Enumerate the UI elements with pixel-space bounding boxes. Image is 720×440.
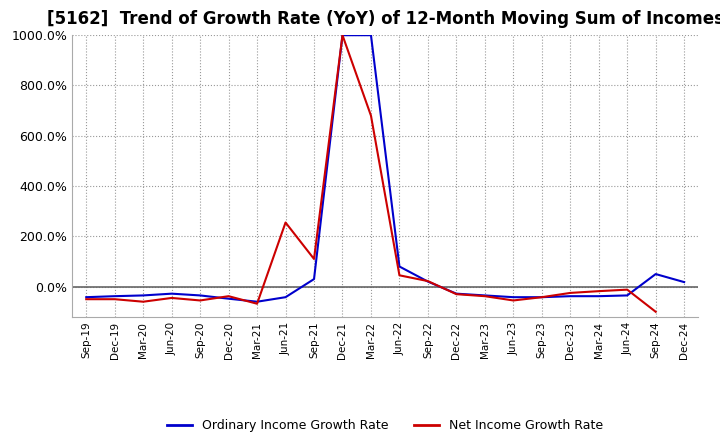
Legend: Ordinary Income Growth Rate, Net Income Growth Rate: Ordinary Income Growth Rate, Net Income …: [163, 414, 608, 437]
Title: [5162]  Trend of Growth Rate (YoY) of 12-Month Moving Sum of Incomes: [5162] Trend of Growth Rate (YoY) of 12-…: [47, 10, 720, 28]
